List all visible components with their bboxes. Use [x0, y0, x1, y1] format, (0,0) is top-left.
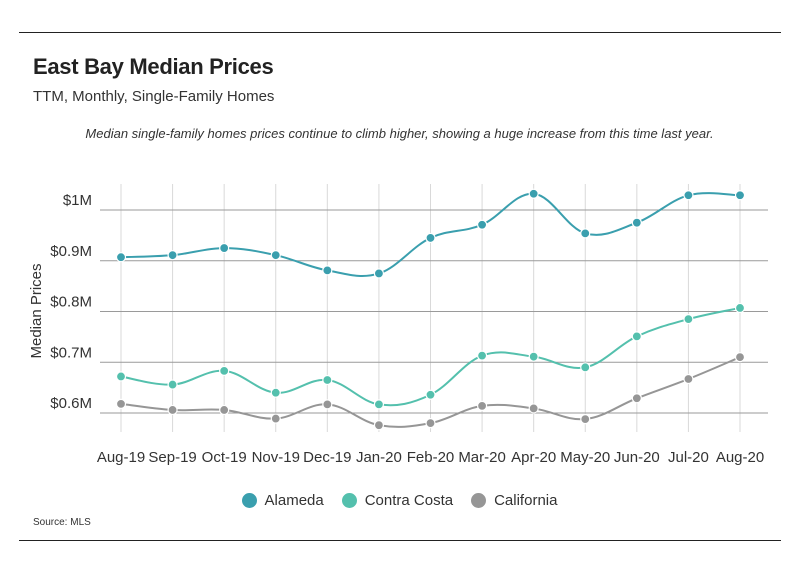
alameda-point [581, 229, 590, 238]
contra-costa-point [117, 372, 126, 381]
y-axis-label: Median Prices [28, 263, 45, 358]
california-point [736, 353, 745, 362]
chart-legend: Alameda Contra Costa California [0, 492, 799, 509]
contra-costa-point [684, 315, 693, 324]
contra-costa-point [478, 351, 487, 360]
contra-costa-point [632, 332, 641, 341]
california-point [168, 405, 177, 414]
bottom-rule [19, 540, 781, 541]
alameda-point [478, 220, 487, 229]
y-tick-label: $0.9M [50, 243, 92, 260]
legend-swatch [242, 493, 257, 508]
contra-costa-point [271, 388, 280, 397]
contra-costa-point [323, 376, 332, 385]
alameda-point [374, 269, 383, 278]
x-tick-label: Oct-19 [202, 449, 247, 466]
alameda-point [323, 266, 332, 275]
x-tick-label: Jul-20 [668, 449, 709, 466]
x-tick-label: Aug-19 [97, 449, 145, 466]
california-point [220, 405, 229, 414]
contra-costa-point [736, 303, 745, 312]
y-tick-label: $1M [63, 192, 92, 209]
x-tick-label: Dec-19 [303, 449, 351, 466]
legend-label: Contra Costa [365, 492, 453, 509]
x-tick-label: Nov-19 [252, 449, 300, 466]
contra-costa-point [426, 390, 435, 399]
x-tick-label: Jun-20 [614, 449, 660, 466]
alameda-point [632, 218, 641, 227]
x-tick-label: Apr-20 [511, 449, 556, 466]
california-point [684, 374, 693, 383]
california-point [529, 404, 538, 413]
california-point [117, 399, 126, 408]
y-tick-label: $0.8M [50, 294, 92, 311]
alameda-point [529, 189, 538, 198]
california-point [478, 401, 487, 410]
alameda-point [220, 244, 229, 253]
x-tick-label: Jan-20 [356, 449, 402, 466]
line-chart: $1M $0.9M $0.8M $0.7M $0.6M Aug-19 Sep-19 Oct-1… [0, 0, 799, 480]
alameda-point [684, 191, 693, 200]
california-point [426, 419, 435, 428]
legend-label: Alameda [265, 492, 324, 509]
x-tick-label: Mar-20 [458, 449, 506, 466]
alameda-point [736, 191, 745, 200]
legend-label: California [494, 492, 557, 509]
contra-costa-point [220, 366, 229, 375]
contra-costa-point [581, 363, 590, 372]
x-tick-label: Feb-20 [407, 449, 455, 466]
x-tick-label: Sep-19 [148, 449, 196, 466]
contra-costa-point [168, 380, 177, 389]
alameda-point [168, 251, 177, 260]
y-tick-label: $0.6M [50, 395, 92, 412]
alameda-point [426, 233, 435, 242]
california-point [581, 415, 590, 424]
alameda-point [117, 253, 126, 262]
alameda-point [271, 251, 280, 260]
legend-item-alameda: Alameda [242, 492, 324, 509]
contra-costa-point [529, 352, 538, 361]
legend-item-contra-costa: Contra Costa [342, 492, 453, 509]
california-point [271, 414, 280, 423]
x-tick-label: Aug-20 [716, 449, 764, 466]
california-point [323, 400, 332, 409]
source-note: Source: MLS [33, 517, 91, 528]
legend-swatch [471, 493, 486, 508]
y-tick-label: $0.7M [50, 344, 92, 361]
contra-costa-point [374, 400, 383, 409]
california-point [632, 394, 641, 403]
legend-item-california: California [471, 492, 557, 509]
x-tick-label: May-20 [560, 449, 610, 466]
legend-swatch [342, 493, 357, 508]
california-point [374, 421, 383, 430]
